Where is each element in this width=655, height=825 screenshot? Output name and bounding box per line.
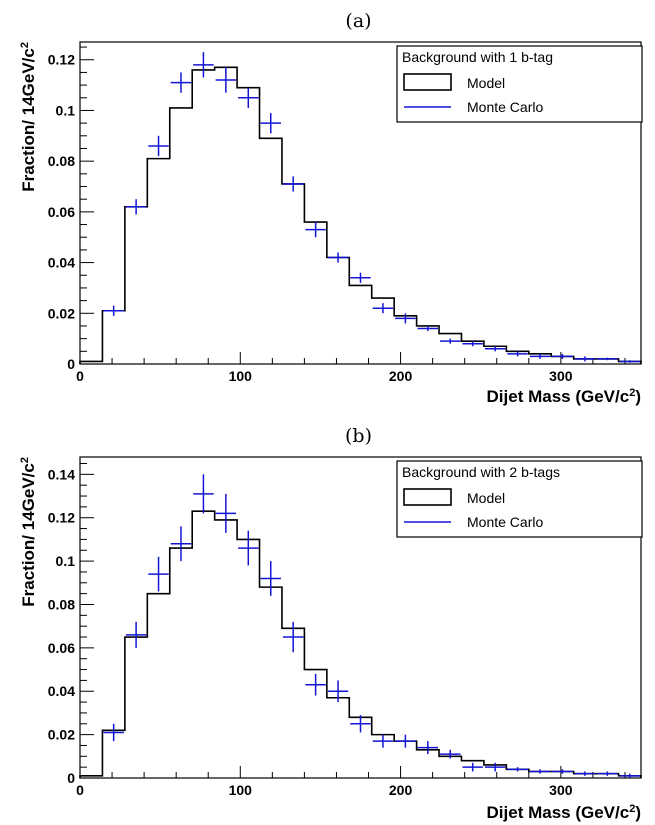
- mc-point: [619, 773, 640, 778]
- mc-point: [619, 360, 640, 363]
- plot-frame: [79, 41, 642, 365]
- mc-point: [148, 135, 169, 157]
- mc-point: [260, 112, 281, 134]
- mc-point: [215, 67, 237, 93]
- legend-box: [396, 45, 643, 123]
- panel-b: (b) 0 0.02 0.04 0.06 0.08 0.1 0.12 0.14 0 100 200 30…: [19, 425, 643, 822]
- model-histogram: [79, 66, 642, 364]
- y-tick-label: 0.1: [56, 553, 76, 569]
- x-axis-label: Dijet Mass (GeV/c2): [487, 803, 641, 822]
- legend-mc-label: Monte Carlo: [467, 99, 543, 115]
- legend-mc-label: Monte Carlo: [467, 514, 543, 530]
- mc-point: [462, 762, 483, 772]
- mc-point: [125, 199, 147, 215]
- y-tick-label: 0.06: [48, 204, 75, 220]
- mc-point: [484, 762, 506, 772]
- legend-model-swatch: [403, 488, 452, 506]
- mc-point: [238, 530, 259, 566]
- mc-point: [529, 353, 551, 359]
- mc-point: [574, 356, 596, 362]
- y-tick-label: 0.08: [48, 153, 75, 169]
- mc-point: [597, 771, 618, 776]
- mc-point: [462, 341, 483, 347]
- y-tick-label: 0.12: [48, 510, 75, 526]
- mc-point: [417, 325, 439, 332]
- mc-point: [170, 72, 192, 93]
- y-tick-label: 0.1: [56, 102, 76, 118]
- mc-point: [193, 474, 214, 514]
- legend-title: Background with 2 b-tags: [402, 464, 560, 480]
- mc-point: [215, 493, 237, 533]
- mc-point: [597, 357, 618, 361]
- y-tick-label: 0.06: [48, 640, 75, 656]
- x-tick-label: 300: [549, 782, 573, 798]
- panel-label: (a): [345, 10, 371, 32]
- x-tick-label: 0: [76, 368, 84, 384]
- mc-point: [282, 621, 304, 653]
- mc-point: [327, 252, 349, 263]
- mc-point: [574, 771, 596, 776]
- mc-point: [372, 303, 394, 314]
- mc-point: [305, 673, 326, 696]
- mc-point: [484, 346, 506, 352]
- mc-point: [507, 767, 528, 772]
- mc-point: [103, 723, 124, 742]
- x-tick-label: 100: [229, 782, 253, 798]
- x-tick-label: 200: [389, 368, 413, 384]
- legend-model-label: Model: [467, 75, 505, 91]
- y-tick-label: 0: [67, 770, 75, 786]
- mc-point: [372, 734, 394, 748]
- x-tick-label: 100: [229, 368, 253, 384]
- y-tick-label: 0.02: [48, 305, 75, 321]
- mc-point: [552, 353, 573, 359]
- mc-point: [395, 313, 416, 324]
- legend-model-label: Model: [467, 490, 505, 506]
- y-tick-label: 0.04: [48, 255, 75, 271]
- x-axis-label: Dijet Mass (GeV/c2): [487, 387, 641, 406]
- mc-point: [238, 87, 259, 108]
- mc-point: [148, 556, 169, 592]
- panel-a: (a) 0 0.02 0.04 0.06 0.08 0.1 0.12 0 100 200 300 Dij…: [19, 10, 643, 406]
- mc-point: [417, 741, 439, 755]
- mc-point: [395, 734, 416, 748]
- x-tick-label: 300: [549, 368, 573, 384]
- mc-point: [529, 769, 551, 774]
- mc-point: [507, 351, 528, 357]
- mc-point: [350, 715, 371, 733]
- legend: Background with 1 b-tag Model Monte Carlo: [396, 45, 643, 123]
- y-tick-label: 0.02: [48, 727, 75, 743]
- mc-point: [440, 338, 461, 344]
- legend-box: [396, 460, 643, 538]
- mc-point: [170, 526, 192, 562]
- mc-point: [552, 769, 573, 774]
- legend-title: Background with 1 b-tag: [402, 49, 553, 65]
- y-tick-label: 0.14: [48, 466, 75, 482]
- x-tick-label: 0: [76, 782, 84, 798]
- x-tick-label: 200: [389, 782, 413, 798]
- y-tick-label: 0.08: [48, 596, 75, 612]
- mc-point: [440, 749, 461, 759]
- legend: Background with 2 b-tags Model Monte Carlo: [396, 460, 643, 538]
- y-tick-label: 0.04: [48, 683, 75, 699]
- mc-point: [282, 176, 304, 192]
- panel-label: (b): [345, 425, 372, 447]
- mc-point: [193, 52, 214, 78]
- mc-point: [260, 561, 281, 596]
- y-tick-label: 0: [67, 356, 75, 372]
- y-axis-label: Fraction/ 14GeV/c2: [19, 42, 38, 192]
- mc-point: [350, 272, 371, 283]
- y-tick-label: 0.12: [48, 52, 75, 68]
- legend-model-swatch: [403, 73, 452, 91]
- y-axis-label: Fraction/ 14GeV/c2: [19, 457, 38, 607]
- plot-frame: [79, 456, 642, 779]
- mc-point: [103, 305, 124, 316]
- mc-point: [305, 222, 326, 238]
- mc-point: [327, 680, 349, 703]
- mc-point: [125, 621, 147, 648]
- model-histogram: [79, 510, 642, 778]
